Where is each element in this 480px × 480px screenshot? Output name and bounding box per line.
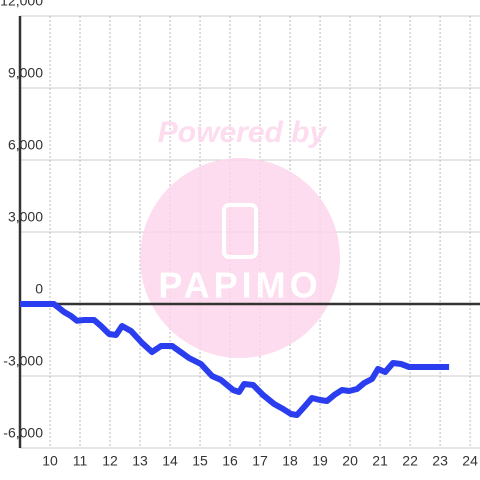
data-line — [20, 301, 450, 418]
x-tick-label: 12 — [102, 453, 118, 469]
x-tick-label: 22 — [402, 453, 418, 469]
y-tick-label: 6,000 — [8, 137, 43, 153]
x-tick-label: 15 — [192, 453, 208, 469]
watermark-icon — [222, 203, 258, 259]
x-tick-label: 18 — [282, 453, 298, 469]
x-tick-label: 20 — [342, 453, 358, 469]
watermark-text: Powered by — [158, 116, 328, 149]
x-tick-label: 17 — [252, 453, 268, 469]
watermark-logo: PAPIMO — [158, 265, 321, 306]
x-tick-label: 21 — [372, 453, 388, 469]
x-tick-label: 10 — [42, 453, 58, 469]
y-tick-label: 12,000 — [0, 0, 43, 9]
x-tick-label: 14 — [162, 453, 178, 469]
x-tick-label: 23 — [432, 453, 448, 469]
y-tick-label: 0 — [35, 281, 43, 297]
x-tick-label: 19 — [312, 453, 328, 469]
watermark: Powered by PAPIMO — [140, 116, 340, 358]
x-tick-label: 13 — [132, 453, 148, 469]
y-tick-label: -6,000 — [3, 425, 43, 441]
x-tick-label: 16 — [222, 453, 238, 469]
x-tick-label: 11 — [73, 453, 88, 469]
x-tick-label: 24 — [462, 453, 478, 469]
y-tick-label: 3,000 — [8, 209, 43, 225]
y-tick-label: 9,000 — [8, 65, 43, 81]
y-tick-label: -3,000 — [3, 353, 43, 369]
